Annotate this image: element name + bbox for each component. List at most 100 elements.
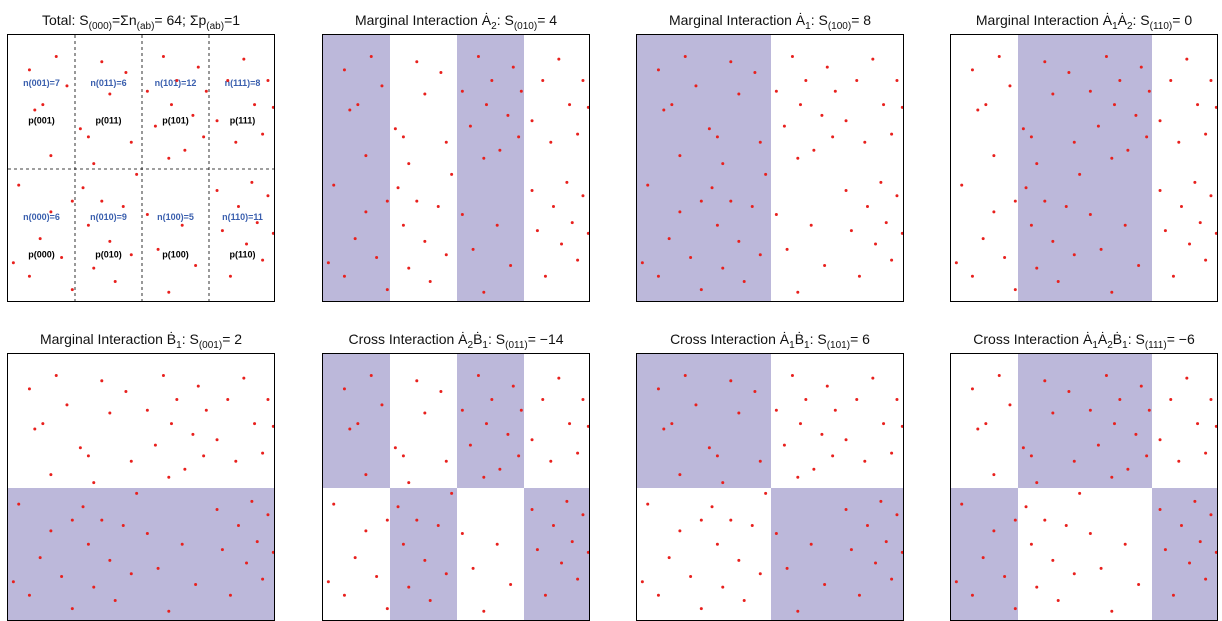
data-point (715, 542, 719, 546)
data-point (236, 524, 240, 528)
data-point (407, 585, 411, 589)
cell-count-label: n(110)=11 (222, 212, 263, 222)
data-point (1123, 223, 1127, 227)
data-point (890, 258, 894, 262)
data-point (551, 205, 555, 209)
data-point (1126, 467, 1130, 471)
data-point (100, 518, 104, 522)
data-point (242, 376, 246, 380)
data-point (960, 502, 964, 506)
data-point (1147, 89, 1151, 93)
data-point (565, 180, 569, 184)
shaded-region (951, 488, 1018, 620)
data-point (348, 427, 352, 431)
data-point (60, 255, 64, 259)
data-point (882, 103, 886, 107)
data-point (1043, 518, 1047, 522)
data-point (175, 79, 179, 83)
data-point (183, 148, 187, 152)
data-point (49, 154, 53, 158)
data-point (17, 502, 21, 506)
data-point (167, 156, 171, 160)
data-point (1072, 459, 1076, 463)
data-point (662, 427, 666, 431)
data-point (498, 148, 502, 152)
data-point (844, 119, 848, 123)
data-point (121, 524, 125, 528)
data-point (710, 186, 714, 190)
data-point (825, 65, 829, 69)
data-point (750, 205, 754, 209)
data-point (49, 210, 53, 214)
data-point (997, 54, 1001, 58)
data-point (1163, 229, 1167, 233)
data-point (710, 505, 714, 509)
data-point (530, 438, 534, 442)
data-point (1145, 454, 1149, 458)
data-point (581, 398, 585, 402)
data-point (809, 223, 813, 227)
data-point (1171, 274, 1175, 278)
data-point (857, 593, 861, 597)
data-point (1104, 54, 1108, 58)
cell-probability-label: p(010) (95, 249, 122, 259)
data-point (656, 593, 660, 597)
data-point (253, 422, 257, 426)
data-point (689, 255, 693, 259)
plot-area (636, 353, 904, 621)
data-point (796, 290, 800, 294)
data-point (667, 556, 671, 560)
data-point (517, 454, 521, 458)
data-point (17, 183, 21, 187)
data-point (541, 398, 545, 402)
data-point (495, 542, 499, 546)
data-point (560, 242, 564, 246)
data-point (385, 288, 389, 292)
data-point (196, 384, 200, 388)
data-point (981, 237, 985, 241)
data-point (543, 274, 547, 278)
data-point (1196, 422, 1200, 426)
data-point (707, 446, 711, 450)
plot-svg (637, 354, 903, 620)
data-point (890, 577, 894, 581)
shaded-region (637, 354, 771, 488)
data-point (38, 237, 42, 241)
data-point (70, 199, 74, 203)
data-point (476, 54, 480, 58)
data-point (460, 89, 464, 93)
data-point (782, 443, 786, 447)
data-point (855, 79, 859, 83)
data-point (581, 79, 585, 83)
data-point (423, 411, 427, 415)
data-point (100, 60, 104, 64)
data-point (1029, 223, 1033, 227)
data-point (1003, 574, 1007, 578)
data-point (1078, 491, 1082, 495)
data-point (54, 373, 58, 377)
data-point (844, 438, 848, 442)
data-point (364, 154, 368, 158)
data-point (699, 199, 703, 203)
data-point (1029, 542, 1033, 546)
data-point (509, 582, 513, 586)
data-point (1158, 438, 1162, 442)
data-point (1110, 156, 1114, 160)
data-point (129, 140, 133, 144)
data-point (667, 237, 671, 241)
data-point (737, 411, 741, 415)
data-point (640, 261, 644, 265)
data-point (439, 71, 443, 75)
data-point (1096, 124, 1100, 128)
data-point (342, 274, 346, 278)
data-point (250, 499, 254, 503)
data-point (565, 499, 569, 503)
data-point (135, 172, 139, 176)
data-point (65, 84, 69, 88)
data-point (1204, 451, 1208, 455)
data-point (11, 580, 15, 584)
data-point (1104, 373, 1108, 377)
data-point (153, 443, 157, 447)
data-point (423, 92, 427, 96)
data-point (865, 524, 869, 528)
